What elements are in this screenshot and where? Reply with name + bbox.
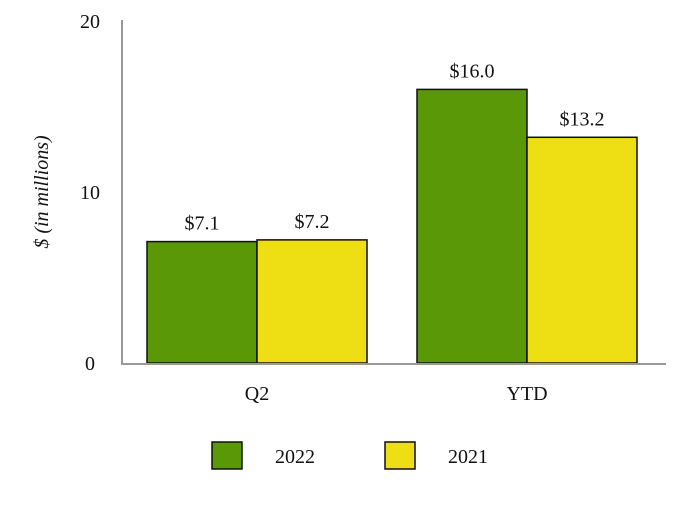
legend-label: 2022 <box>275 446 315 468</box>
bar-2021-ytd <box>526 136 638 364</box>
data-label: $7.1 <box>185 213 220 235</box>
data-label: $7.2 <box>295 211 330 233</box>
y-tick-label: 20 <box>80 11 100 33</box>
data-label: $16.0 <box>450 60 495 82</box>
x-tick-label: YTD <box>506 383 547 405</box>
legend-label: 2021 <box>448 446 488 468</box>
x-tick-label: Q2 <box>245 383 269 405</box>
bar-2022-q2 <box>146 240 258 364</box>
data-label: $13.2 <box>560 108 605 130</box>
legend-swatch-2021 <box>384 441 416 470</box>
legend-swatch-2022 <box>211 441 243 470</box>
y-tick-label: 0 <box>85 353 95 375</box>
bar-2022-ytd <box>416 88 528 364</box>
y-tick-label: 10 <box>80 182 100 204</box>
y-axis-label: $ (in millions) <box>31 135 53 249</box>
bar-2021-q2 <box>256 239 368 364</box>
